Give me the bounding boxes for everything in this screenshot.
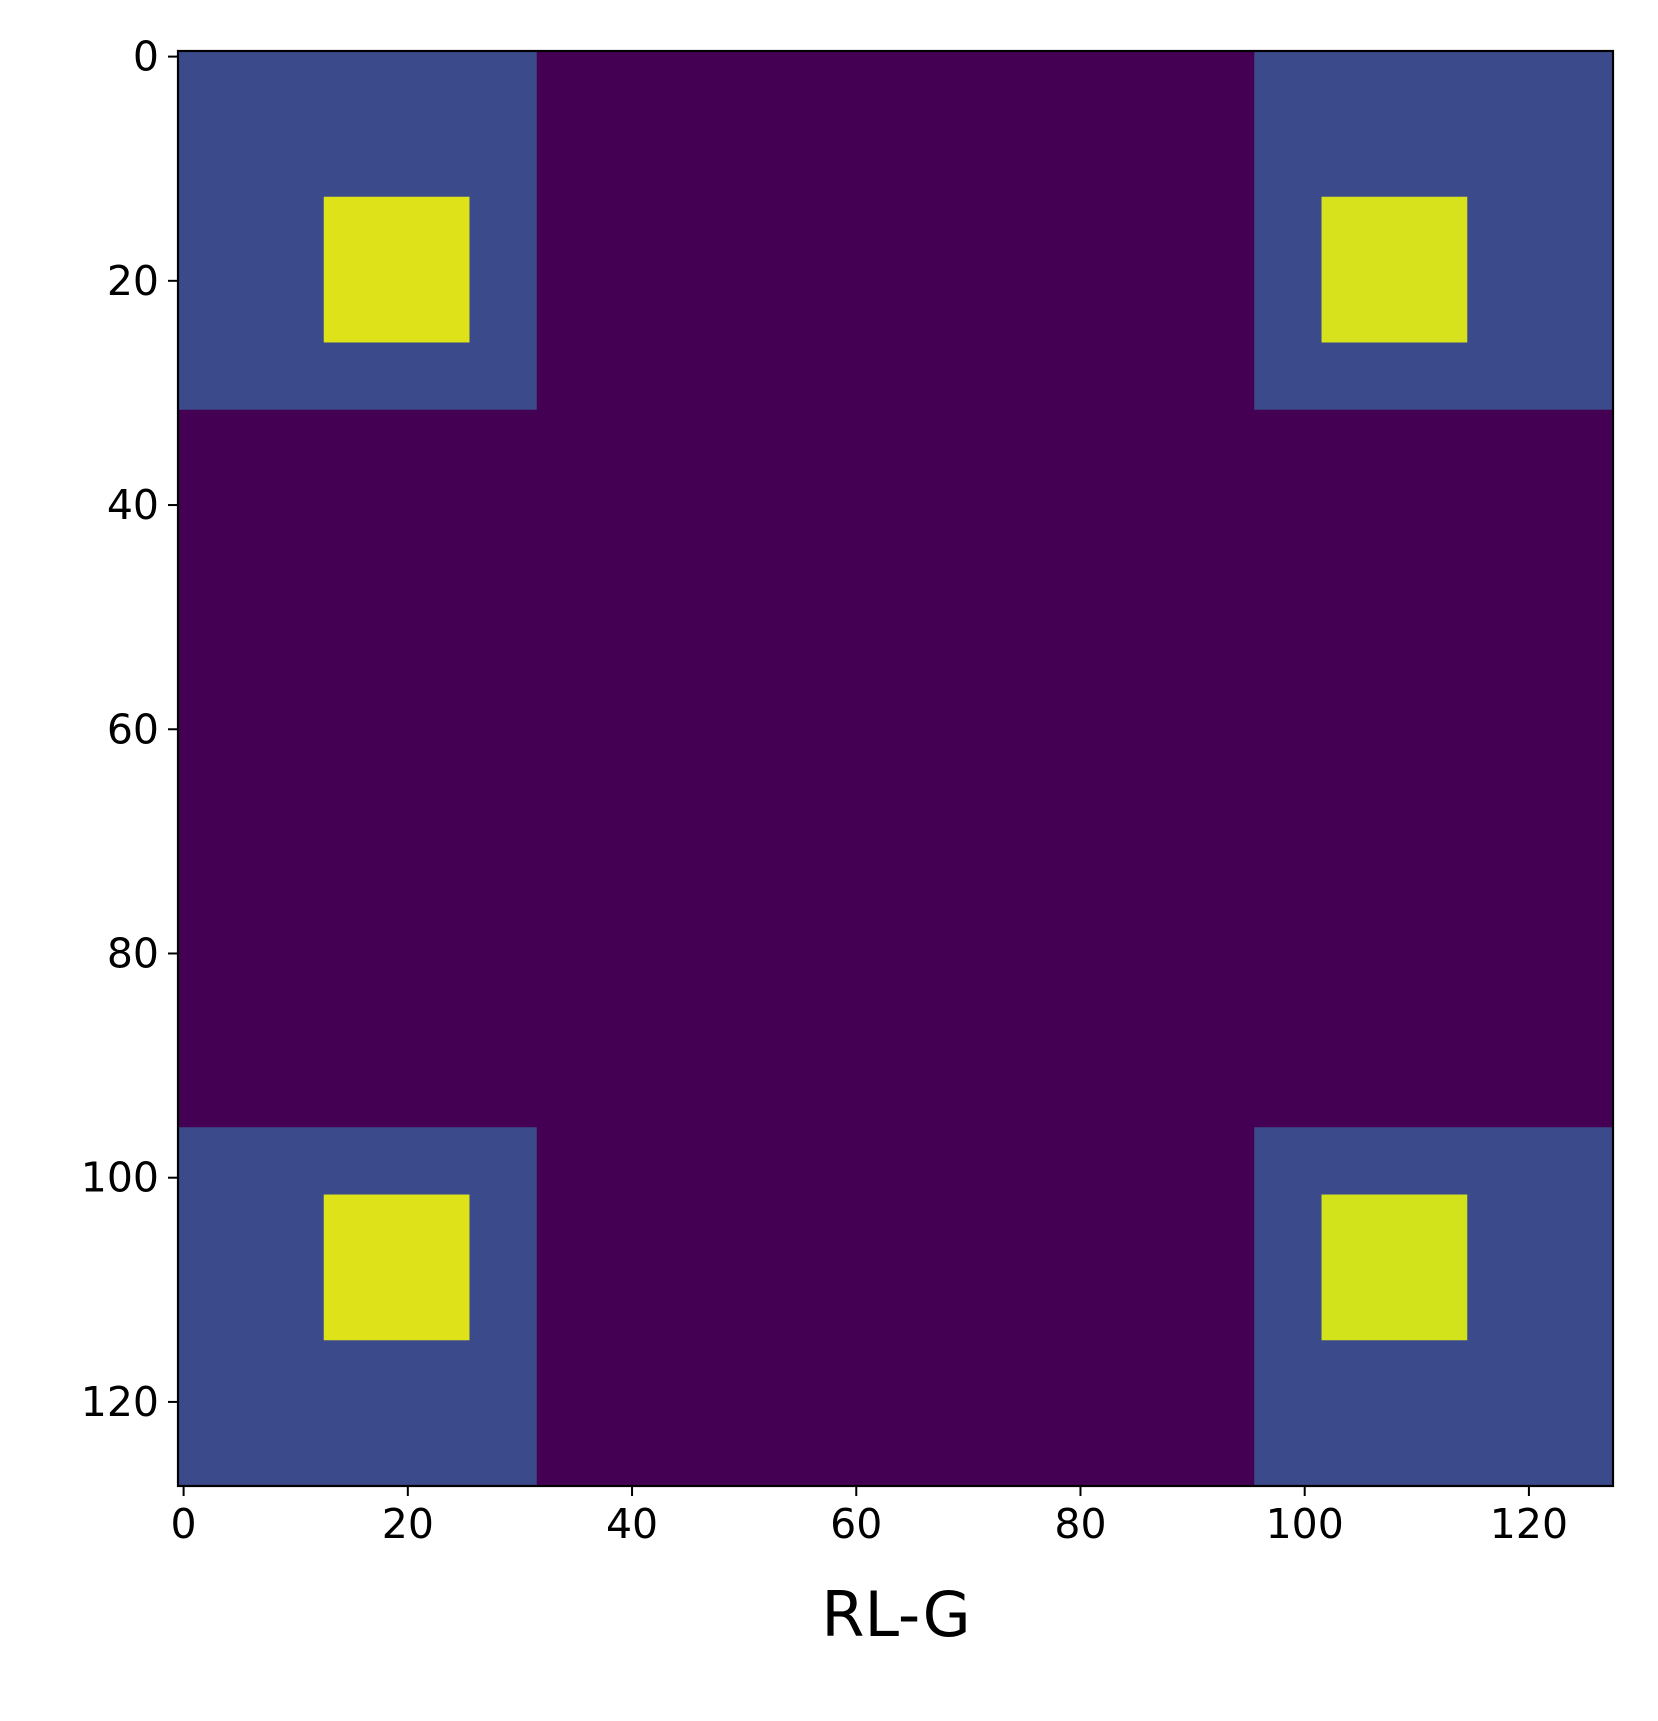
x-tick-label: 0 — [171, 1500, 197, 1548]
x-axis-label: RL-G — [821, 1578, 970, 1651]
x-tick-label: 20 — [382, 1500, 434, 1548]
y-tick-label: 80 — [107, 929, 159, 977]
axes-frame — [176, 49, 1615, 1488]
y-tick-label: 20 — [107, 257, 159, 305]
image-region — [1321, 196, 1468, 343]
y-tick-label: 0 — [133, 33, 159, 81]
x-tick-label: 40 — [606, 1500, 658, 1548]
image-region — [1321, 1194, 1468, 1341]
y-tick-label: 40 — [107, 481, 159, 529]
x-tick-label: 80 — [1054, 1500, 1106, 1548]
x-tick-label: 100 — [1266, 1500, 1344, 1548]
y-tick-label: 60 — [107, 705, 159, 753]
y-tick-label: 120 — [81, 1378, 159, 1426]
image-region — [323, 196, 470, 343]
y-tick-label: 100 — [81, 1154, 159, 1202]
x-tick-label: 60 — [830, 1500, 882, 1548]
x-tick-label: 120 — [1490, 1500, 1568, 1548]
image-region — [323, 1194, 470, 1341]
